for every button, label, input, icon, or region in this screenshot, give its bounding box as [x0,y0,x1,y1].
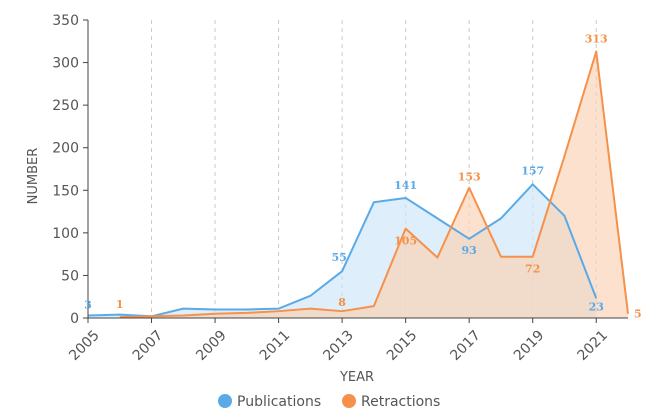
y-tick-label-0: 0 [70,311,79,327]
area-retractions [119,51,628,318]
y-tick-label-100: 100 [52,226,79,242]
data-label-publications-2013: 55 [331,251,346,264]
data-label-retractions-2022: 5 [634,308,642,321]
data-label-retractions-2013: 8 [338,296,346,309]
data-label-publications-2005: 3 [84,298,92,311]
data-label-publications-2021: 23 [589,300,604,313]
x-axis-title: YEAR [339,370,374,385]
x-tick-label-2009: 2009 [193,327,230,364]
y-tick-label-250: 250 [52,98,79,114]
data-label-retractions-2017: 153 [458,171,481,184]
x-tick-label-2007: 2007 [130,327,167,364]
series-areas [88,51,628,318]
legend-marker-publications [218,394,232,408]
data-label-publications-2015: 141 [394,179,417,192]
x-tick-label-2017: 2017 [447,327,484,364]
data-label-retractions-2006: 1 [116,298,124,311]
data-labels: 3 1 55 8 105 141 153 93 157 72 313 23 5 [84,33,641,321]
line-retractions [119,50,629,319]
x-tick-label-2019: 2019 [511,327,548,364]
legend-marker-retractions [342,394,356,408]
data-label-publications-2017: 93 [462,244,477,257]
series-lines [87,50,629,319]
legend-label-publications: Publications [237,394,321,410]
data-label-publications-2019: 157 [521,164,544,177]
x-tick-label-2005: 2005 [66,327,103,364]
x-tick-label-2021: 2021 [574,327,611,364]
x-tick-label-2013: 2013 [320,327,357,364]
y-axis-title: NUMBER [26,148,41,205]
line-publications [87,183,598,318]
legend-label-retractions: Retractions [361,394,440,410]
data-label-retractions-2015: 105 [394,235,417,248]
data-label-retractions-2019: 72 [525,263,540,276]
y-tick-label-300: 300 [52,56,79,72]
legend: Publications Retractions [218,394,440,410]
data-label-retractions-2021: 313 [585,33,608,46]
y-tick-label-200: 200 [52,141,79,157]
x-tick-label-2015: 2015 [384,327,421,364]
x-tick-label-2011: 2011 [257,327,294,364]
y-tick-label-50: 50 [61,268,79,284]
y-tick-label-150: 150 [52,183,79,199]
y-tick-label-350: 350 [52,13,79,29]
